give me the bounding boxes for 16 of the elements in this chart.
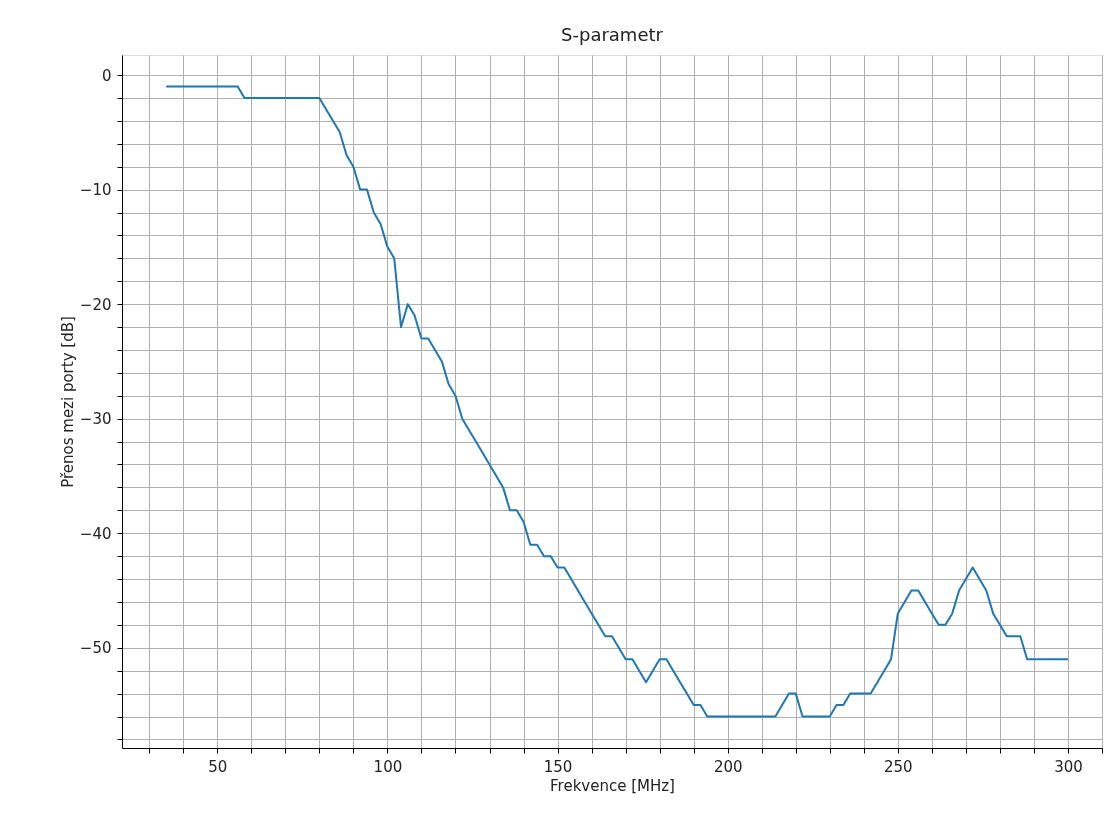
y-tick-label: −10 — [79, 181, 112, 200]
x-tick-label: 50 — [208, 757, 228, 776]
y-tick-label: 0 — [101, 66, 112, 85]
y-tick-label: −20 — [79, 295, 112, 314]
x-axis-title: Frekvence [MHz] — [550, 776, 675, 795]
x-tick-label: 100 — [373, 757, 403, 776]
x-tick-label: 150 — [543, 757, 573, 776]
line-series — [165, 85, 1069, 718]
x-tick-label: 200 — [713, 757, 743, 776]
chart-title: S-parametr — [561, 24, 664, 45]
y-tick-label: −30 — [79, 410, 112, 429]
y-axis-title: Přenos mezi porty [dB] — [58, 316, 77, 488]
y-tick-label: −40 — [79, 524, 112, 543]
x-tick-label: 250 — [884, 757, 913, 776]
y-tick-label: −50 — [79, 639, 112, 658]
x-tick-label: 300 — [1054, 757, 1083, 776]
